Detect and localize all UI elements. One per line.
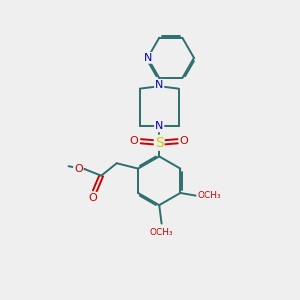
Text: O: O [180,136,189,146]
Text: N: N [143,53,152,63]
Text: OCH₃: OCH₃ [197,191,221,200]
Text: N: N [155,80,164,90]
Text: OCH₃: OCH₃ [150,228,173,237]
Text: S: S [155,136,164,150]
Text: O: O [130,136,139,146]
Text: O: O [89,193,98,203]
Text: N: N [155,122,164,131]
Text: O: O [74,164,83,174]
